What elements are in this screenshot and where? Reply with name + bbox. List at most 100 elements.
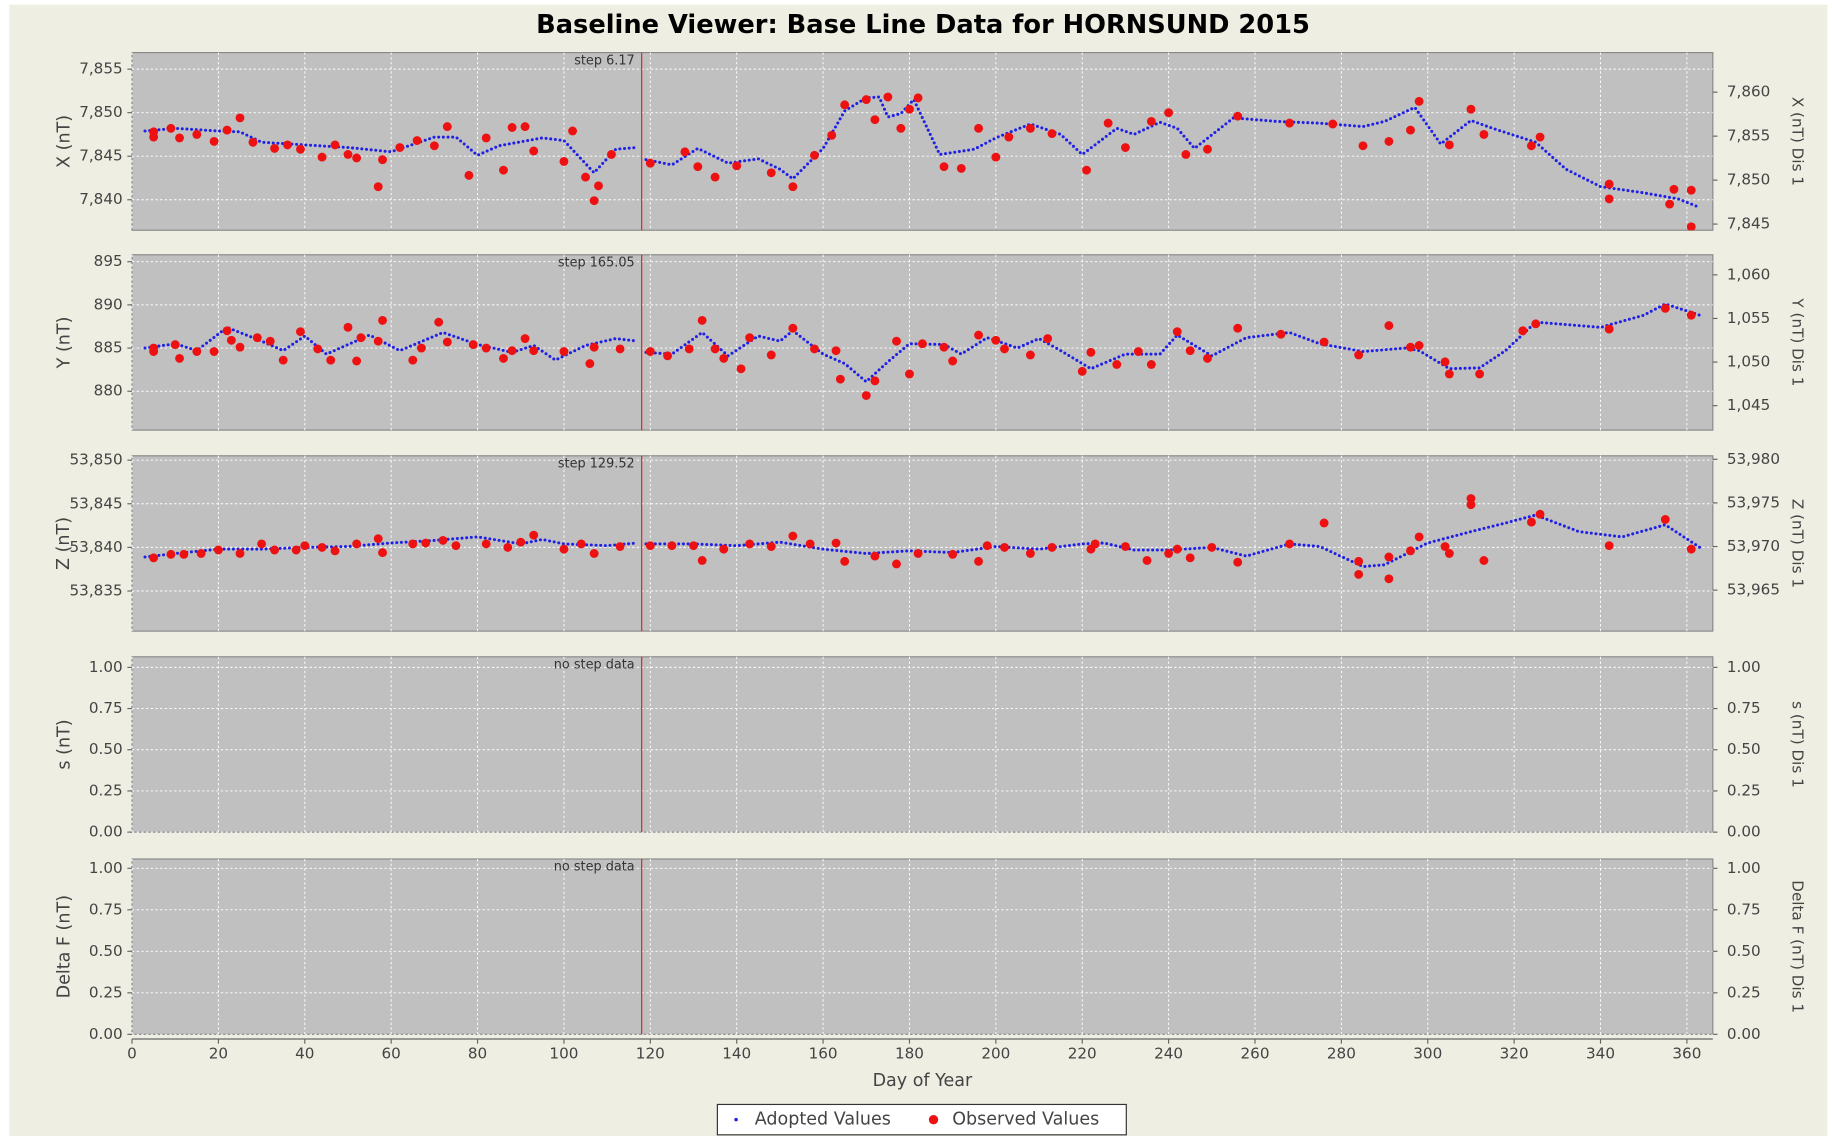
observed-point: [1518, 326, 1528, 336]
observed-point: [408, 539, 418, 549]
observed-point: [788, 323, 798, 333]
observed-point: [481, 133, 491, 143]
x-tick-label: 240: [1154, 1045, 1183, 1063]
observed-point: [870, 376, 880, 386]
observed-point: [1354, 556, 1364, 566]
observed-point: [831, 538, 841, 548]
y2-tick-label: 0.50: [1727, 740, 1761, 758]
observed-point: [810, 150, 819, 160]
legend-marker: [928, 1114, 939, 1125]
observed-point: [434, 317, 444, 327]
observed-point: [192, 347, 202, 356]
observed-point: [1384, 552, 1394, 562]
observed-point: [1475, 369, 1485, 379]
observed-point: [689, 541, 698, 551]
observed-point: [697, 556, 707, 565]
observed-point: [1146, 116, 1156, 126]
observed-point: [1660, 515, 1670, 524]
observed-point: [766, 168, 776, 178]
observed-point: [265, 336, 275, 346]
observed-point: [939, 162, 949, 172]
observed-point: [559, 157, 569, 166]
observed-point: [429, 141, 439, 151]
observed-point: [870, 115, 880, 125]
y-tick-label: 53,840: [70, 538, 123, 556]
observed-point: [252, 333, 262, 343]
y-tick-label: 0.00: [89, 1025, 123, 1043]
observed-point: [663, 351, 673, 361]
observed-point: [948, 356, 958, 366]
y2-tick-label: 1,045: [1727, 396, 1770, 414]
observed-point: [667, 541, 677, 551]
x-tick-label: 260: [1241, 1045, 1270, 1063]
observed-point: [1414, 341, 1424, 350]
observed-point: [442, 122, 452, 132]
observed-point: [1025, 123, 1035, 133]
observed-point: [235, 549, 245, 558]
observed-point: [1354, 569, 1364, 579]
observed-point: [680, 147, 690, 157]
observed-point: [805, 539, 815, 549]
y-tick-label: 0.25: [89, 983, 123, 1001]
observed-point: [209, 136, 219, 146]
observed-point: [520, 334, 530, 343]
x-tick-label: 200: [981, 1045, 1010, 1063]
observed-point: [732, 161, 742, 171]
observed-point: [1686, 310, 1696, 320]
y2-tick-label: 53,970: [1727, 537, 1780, 555]
observed-point: [373, 336, 383, 346]
observed-point: [378, 548, 387, 558]
y-tick-label: 7,845: [79, 147, 122, 165]
observed-point: [1466, 494, 1476, 503]
observed-point: [1444, 369, 1454, 379]
observed-point: [1406, 342, 1415, 352]
x-tick-label: 180: [895, 1045, 924, 1063]
observed-point: [840, 100, 850, 110]
y2-tick-label: 0.75: [1727, 900, 1761, 918]
data-layer: [143, 494, 1702, 584]
plot-area: [131, 858, 1714, 1035]
x-tick-label: 340: [1586, 1045, 1615, 1063]
step-label: no step data: [554, 658, 635, 673]
observed-point: [974, 123, 984, 133]
observed-point: [1535, 132, 1545, 142]
observed-point: [896, 123, 906, 133]
observed-point: [1086, 347, 1096, 357]
observed-point: [1535, 509, 1545, 519]
observed-point: [1604, 194, 1614, 204]
y-axis-label: X (nT): [54, 115, 74, 168]
y-tick-label: 1.00: [89, 658, 123, 676]
observed-point: [913, 549, 923, 558]
observed-point: [1444, 140, 1454, 150]
observed-point: [313, 344, 323, 354]
observed-point: [529, 146, 539, 156]
observed-point: [209, 347, 219, 356]
observed-point: [442, 337, 452, 347]
observed-point: [1103, 118, 1113, 128]
y-tick-label: 7,840: [79, 190, 122, 208]
y-tick-label: 1.00: [89, 859, 123, 877]
y2-axis-label: Delta F (nT) Dis 1: [1788, 880, 1806, 1013]
observed-point: [166, 123, 176, 133]
observed-point: [343, 150, 353, 159]
y2-axis-label: s (nT) Dis 1: [1788, 701, 1806, 788]
y2-tick-label: 53,965: [1727, 581, 1780, 599]
observed-point: [192, 130, 202, 139]
data-layer: [143, 302, 1702, 400]
observed-point: [594, 181, 603, 191]
observed-point: [684, 344, 694, 354]
observed-point: [974, 330, 984, 340]
observed-point: [870, 551, 880, 561]
observed-point: [766, 542, 776, 551]
observed-point: [1328, 119, 1338, 129]
y2-tick-label: 0.00: [1727, 823, 1761, 841]
observed-point: [1172, 327, 1182, 337]
observed-point: [576, 539, 586, 549]
observed-point: [1669, 184, 1679, 194]
observed-point: [166, 549, 176, 559]
y2-axis-label: Y (nT) Dis 1: [1788, 297, 1806, 386]
y2-tick-label: 0.25: [1727, 781, 1761, 799]
observed-point: [645, 541, 655, 551]
y2-tick-label: 7,855: [1727, 127, 1770, 145]
observed-point: [1120, 143, 1130, 152]
